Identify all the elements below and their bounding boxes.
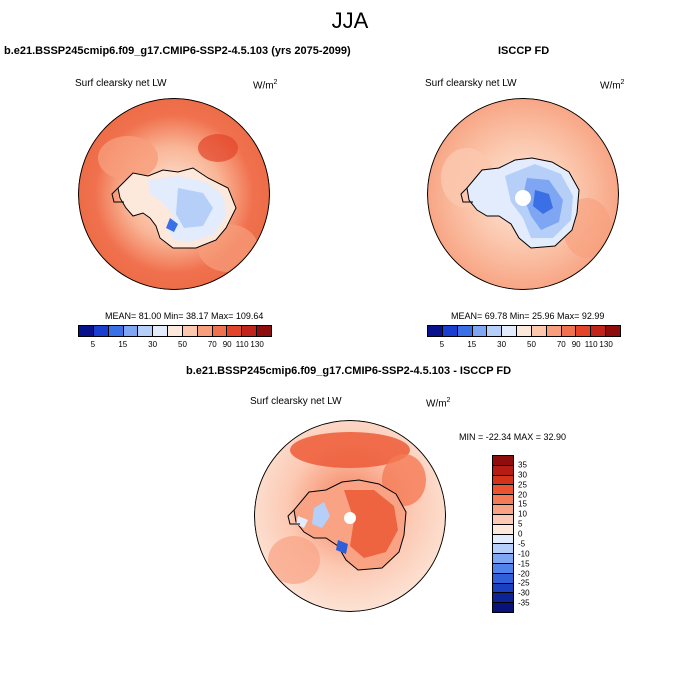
variable-label-diff: Surf clearsky net LW xyxy=(250,396,342,407)
colorbar-tick: 30 xyxy=(518,470,527,480)
polar-map-obs xyxy=(427,98,619,290)
colorbar-tick: -15 xyxy=(518,559,530,569)
variable-label-model: Surf clearsky net LW xyxy=(75,78,167,89)
colorbar-tick: 20 xyxy=(518,490,527,499)
panel-title-diff: b.e21.BSSP245cmip6.f09_g17.CMIP6-SSP2-4.… xyxy=(186,365,512,377)
figure-title: JJA xyxy=(331,8,369,33)
colorbar-model xyxy=(78,325,272,337)
colorbar-diff xyxy=(492,455,514,613)
colorbar-tick: -35 xyxy=(518,598,530,608)
colorbar-tick: 90 xyxy=(222,340,232,349)
colorbar-tick: -10 xyxy=(518,549,530,559)
colorbar-obs xyxy=(427,325,621,337)
stats-model: MEAN= 81.00 Min= 38.17 Max= 109.64 xyxy=(105,311,264,321)
colorbar-tick: -30 xyxy=(518,588,530,598)
units-label-obs: W/m2 xyxy=(600,79,625,92)
colorbar-tick: 50 xyxy=(527,340,536,349)
colorbar-tick: 5 xyxy=(518,519,523,529)
colorbar-tick: 130 xyxy=(599,340,613,349)
units-label-diff: W/m2 xyxy=(426,397,451,410)
variable-label-obs: Surf clearsky net LW xyxy=(425,78,517,89)
colorbar-labels-model: 5 15 30 50 70 90 110 130 xyxy=(78,340,272,352)
colorbar-tick: 110 xyxy=(584,340,598,349)
colorbar-tick: 90 xyxy=(571,340,581,349)
units-label-model: W/m2 xyxy=(253,79,278,92)
colorbar-tick: 30 xyxy=(497,340,507,349)
stats-obs: MEAN= 69.78 Min= 25.96 Max= 92.99 xyxy=(451,311,605,321)
colorbar-tick: 15 xyxy=(467,340,477,349)
colorbar-tick: 0 xyxy=(518,529,523,539)
colorbar-labels-diff: 35 30 25 20 15 10 5 0 -5 -10 -15 -20 -25… xyxy=(518,455,548,613)
colorbar-tick: 5 xyxy=(90,340,96,349)
colorbar-tick: -25 xyxy=(518,578,530,588)
panel-title-obs: ISCCP FD xyxy=(498,45,550,57)
colorbar-tick: -20 xyxy=(518,569,530,578)
colorbar-tick: 50 xyxy=(178,340,187,349)
colorbar-tick: 70 xyxy=(207,340,217,349)
polar-map-model xyxy=(78,98,270,290)
colorbar-tick: 5 xyxy=(439,340,445,349)
colorbar-tick: -5 xyxy=(518,539,526,549)
colorbar-tick: 25 xyxy=(518,480,527,490)
colorbar-tick: 35 xyxy=(518,460,527,470)
colorbar-tick: 110 xyxy=(235,340,249,349)
colorbar-tick: 15 xyxy=(518,499,527,509)
colorbar-tick: 15 xyxy=(118,340,128,349)
panel-title-model: b.e21.BSSP245cmip6.f09_g17.CMIP6-SSP2-4.… xyxy=(4,45,351,57)
polar-map-diff xyxy=(254,420,446,612)
colorbar-tick: 30 xyxy=(148,340,158,349)
colorbar-labels-obs: 5 15 30 50 70 90 110 130 xyxy=(427,340,621,352)
colorbar-tick: 130 xyxy=(250,340,264,349)
colorbar-tick: 10 xyxy=(518,509,527,519)
colorbar-tick: 70 xyxy=(556,340,566,349)
stats-diff: MIN = -22.34 MAX = 32.90 xyxy=(459,432,567,442)
